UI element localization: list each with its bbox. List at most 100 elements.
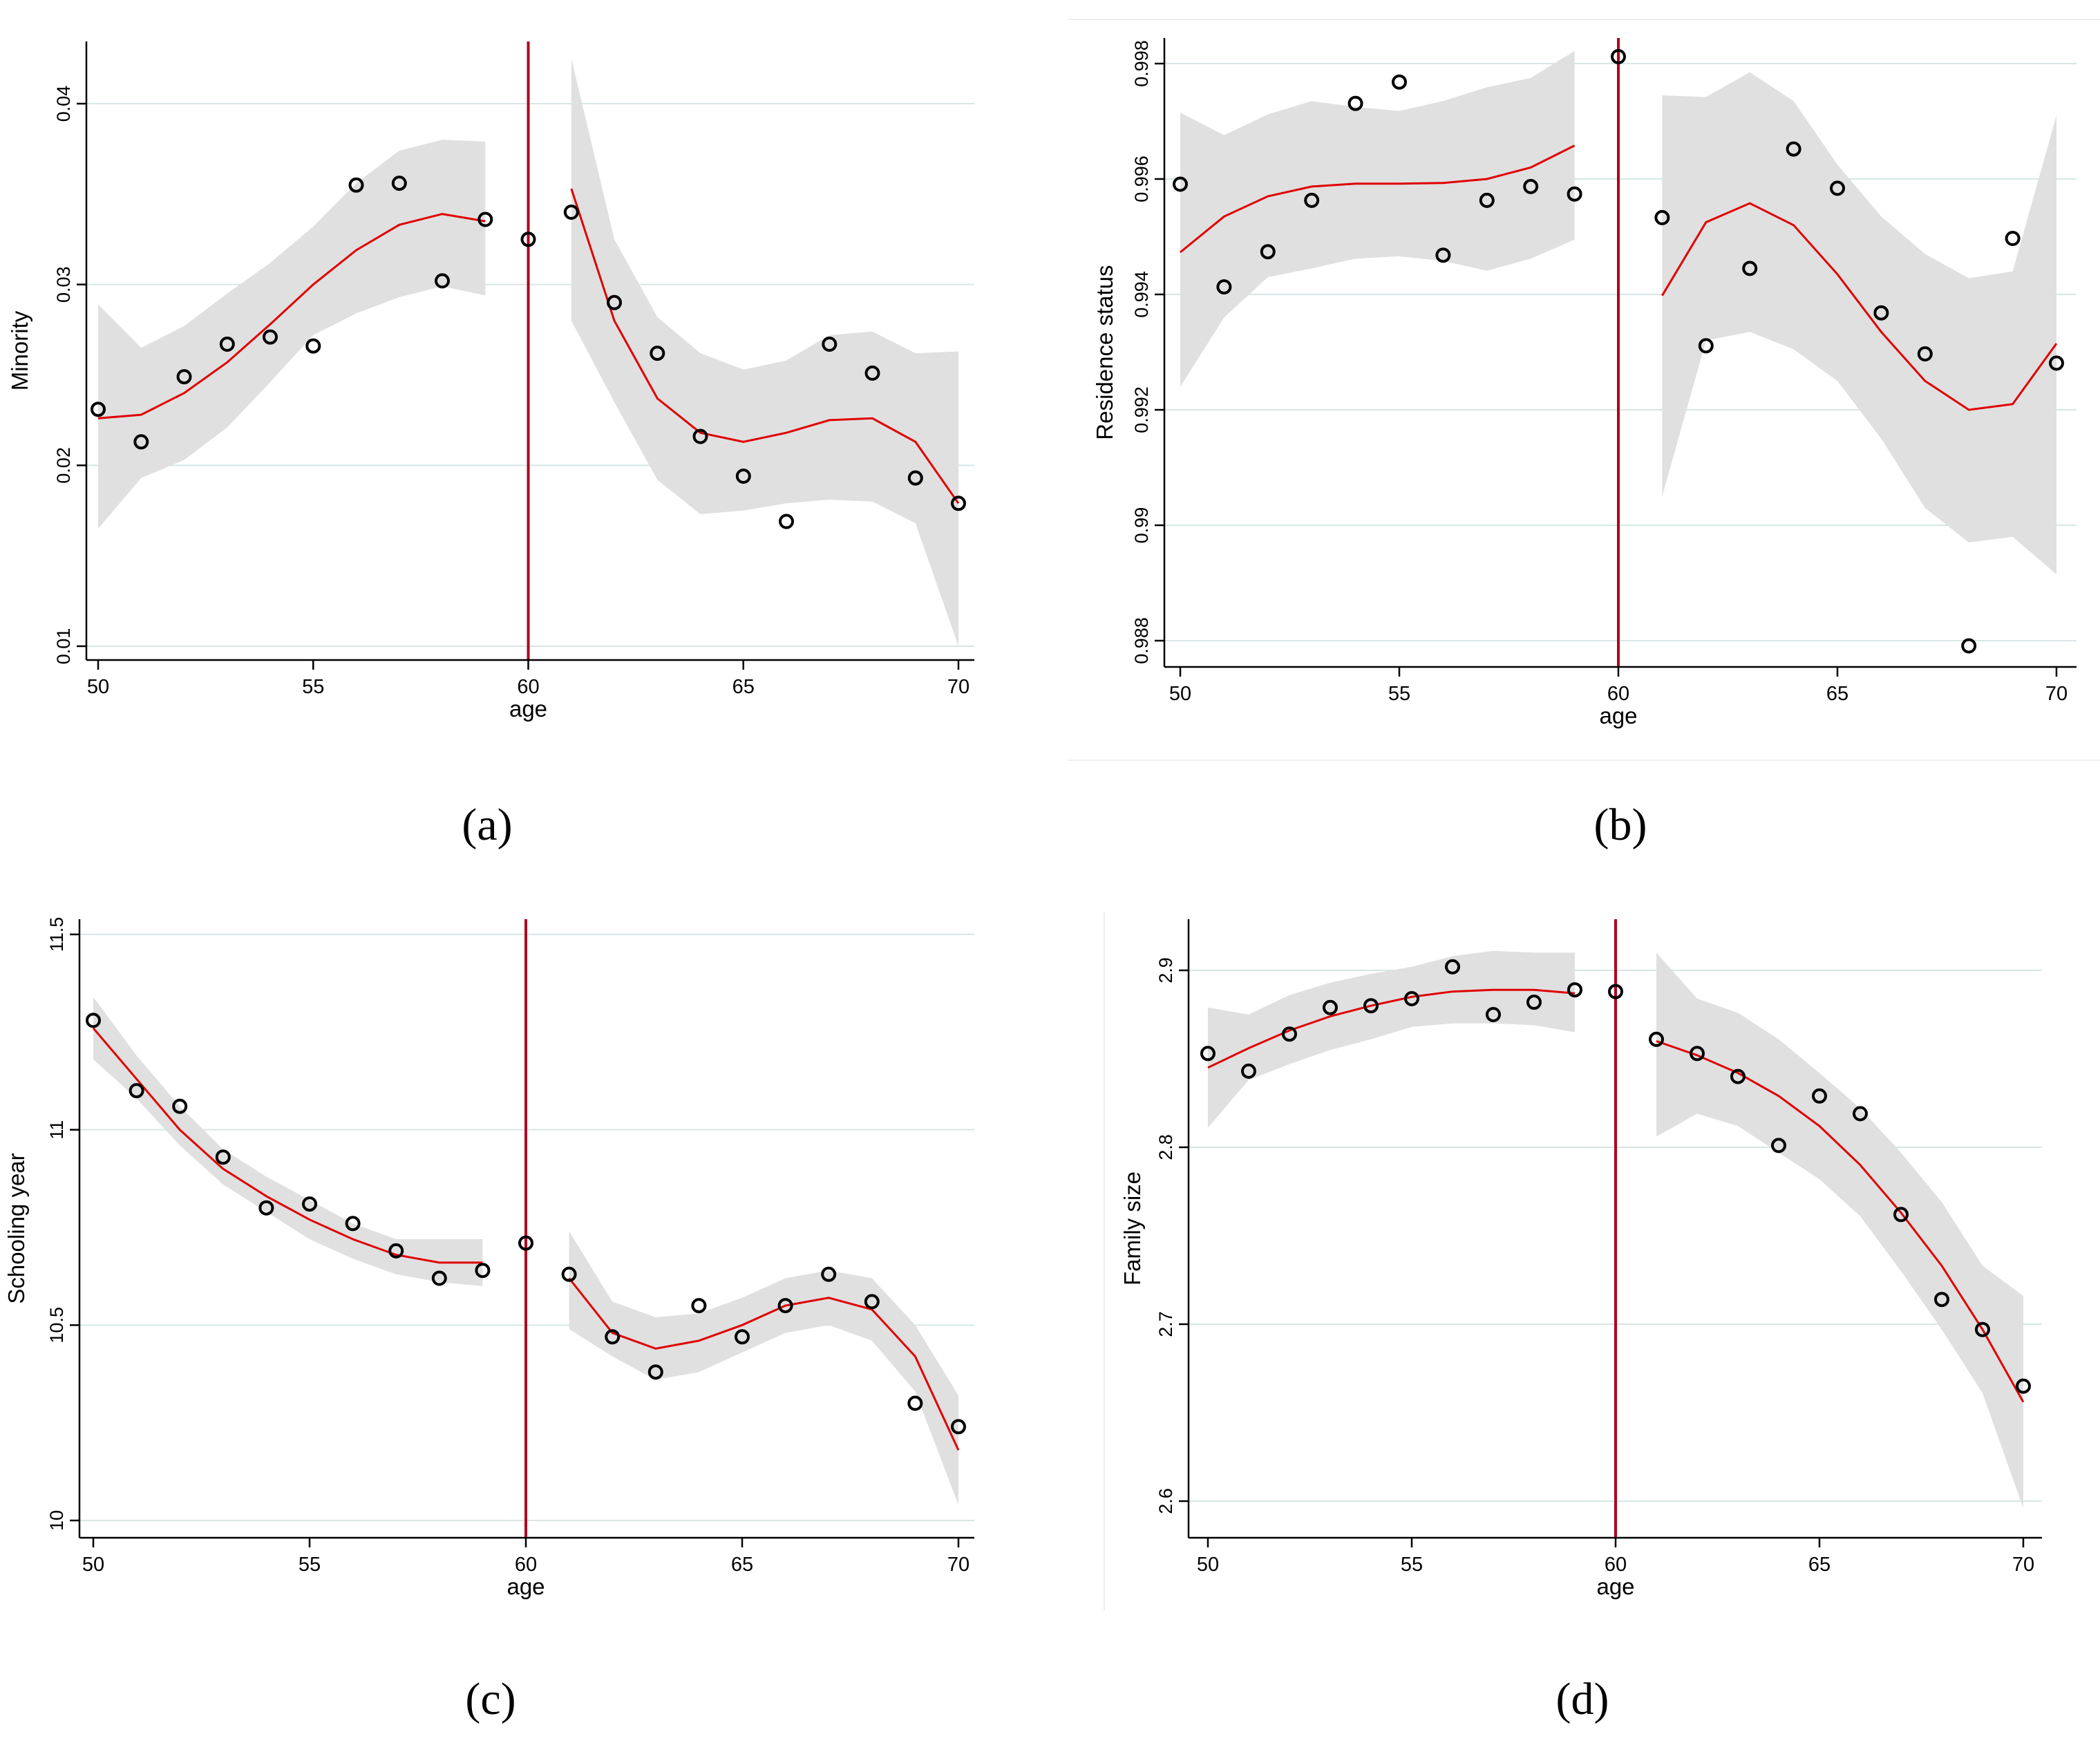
y-tick-label: 0.994 [1131, 271, 1152, 318]
data-point [2005, 231, 2021, 246]
data-point [172, 1098, 188, 1114]
x-tick-label: 55 [302, 676, 324, 698]
data-point [1523, 178, 1539, 194]
data-point [345, 1216, 361, 1232]
x-tick-label: 65 [732, 676, 755, 698]
data-point [1200, 1046, 1215, 1062]
y-tick-label: 0.996 [1131, 156, 1152, 202]
data-point [1445, 959, 1460, 974]
x-axis-title: age [509, 696, 547, 722]
x-tick-label: 65 [1826, 683, 1848, 705]
x-tick-label: 60 [515, 1554, 537, 1576]
data-point [1241, 1063, 1256, 1079]
data-point [1392, 74, 1407, 90]
x-tick-label: 60 [1607, 683, 1629, 705]
data-point [1486, 1007, 1501, 1022]
data-point [2049, 355, 2064, 371]
data-point [215, 1149, 231, 1165]
data-point [1771, 1138, 1786, 1153]
chart-panel-2: 0.988 0.99 0.992 0.994 0.996 0.998 50 55 60 65 70 a… [1092, 38, 2077, 850]
y-tick-label: 0.03 [53, 266, 74, 303]
data-point [1873, 305, 1889, 321]
data-point [779, 514, 794, 529]
data-point [1479, 192, 1495, 208]
data-point [1173, 176, 1188, 192]
x-axis-title: age [507, 1574, 545, 1599]
ci-band-right [571, 58, 958, 647]
data-point [864, 365, 880, 381]
data-point [1611, 49, 1626, 64]
data-point [1404, 991, 1419, 1006]
ci-band-left [98, 140, 486, 529]
x-tick-label: 70 [947, 676, 969, 698]
data-point [907, 1395, 923, 1411]
data-point [435, 273, 450, 289]
data-point [692, 428, 708, 444]
data-point [263, 329, 278, 345]
data-point [1698, 338, 1714, 354]
y-tick-label: 2.9 [1155, 957, 1176, 983]
y-tick-label: 11 [46, 1120, 67, 1140]
data-point [305, 338, 321, 354]
chart-panel-4: 2.6 2.7 2.8 2.9 50 55 60 65 70 age Family size (d) [1119, 919, 2042, 1724]
data-point [735, 469, 751, 484]
y-tick-label: 2.8 [1155, 1134, 1176, 1160]
fit-line-right [1661, 202, 2058, 411]
data-point [1260, 244, 1276, 260]
data-point [1216, 279, 1232, 295]
data-point [176, 369, 192, 385]
data-point [1786, 141, 1801, 157]
data-point [1526, 995, 1542, 1010]
data-point [302, 1196, 317, 1212]
data-point [2016, 1378, 2031, 1394]
x-tick-label: 70 [947, 1554, 969, 1576]
x-tick-label: 55 [299, 1554, 321, 1576]
data-point [951, 496, 966, 511]
data-point [864, 1294, 880, 1310]
x-tick-label: 65 [731, 1554, 753, 1576]
data-point [1567, 186, 1582, 202]
data-point [563, 205, 579, 220]
data-point [1730, 1068, 1746, 1084]
data-point [477, 211, 493, 227]
data-point [605, 1329, 621, 1345]
data-point [518, 1235, 533, 1251]
x-axis-title: age [1596, 1574, 1634, 1599]
y-axis-title: Minority [7, 310, 32, 390]
data-point [1435, 247, 1451, 263]
fit-line-right [1656, 1039, 2025, 1403]
data-point [133, 434, 149, 450]
data-point [520, 232, 536, 247]
x-tick-label: 65 [1808, 1554, 1831, 1576]
y-tick-label: 0.99 [1131, 507, 1152, 544]
data-point [1812, 1088, 1827, 1104]
data-point [1323, 999, 1338, 1015]
chart-panel-1: 0.01 0.02 0.03 0.04 50 55 60 65 70 age Minority (a) [7, 41, 974, 850]
data-point [735, 1329, 750, 1345]
data-point [1934, 1292, 1949, 1308]
data-point [1304, 192, 1320, 208]
y-tick-label: 11.5 [46, 917, 67, 952]
ci-band-left [1180, 50, 1575, 387]
fit-line-left [97, 213, 486, 420]
ci-band-left [1208, 950, 1575, 1128]
x-tick-label: 60 [517, 676, 539, 698]
fit-line-left [92, 1027, 483, 1264]
data-point [821, 1266, 837, 1282]
x-tick-label: 70 [2012, 1554, 2034, 1576]
data-point [388, 1243, 404, 1259]
y-tick-label: 10.5 [46, 1307, 67, 1344]
y-tick-label: 10 [46, 1510, 67, 1531]
data-point [951, 1419, 966, 1435]
data-point [561, 1266, 577, 1282]
data-point [1347, 95, 1363, 111]
data-point [607, 294, 622, 310]
data-point [475, 1263, 491, 1279]
y-axis-title: Family size [1119, 1171, 1145, 1285]
data-point [1649, 1031, 1664, 1047]
data-point [1961, 638, 1977, 654]
data-point [219, 337, 235, 352]
x-tick-label: 50 [1169, 683, 1191, 705]
